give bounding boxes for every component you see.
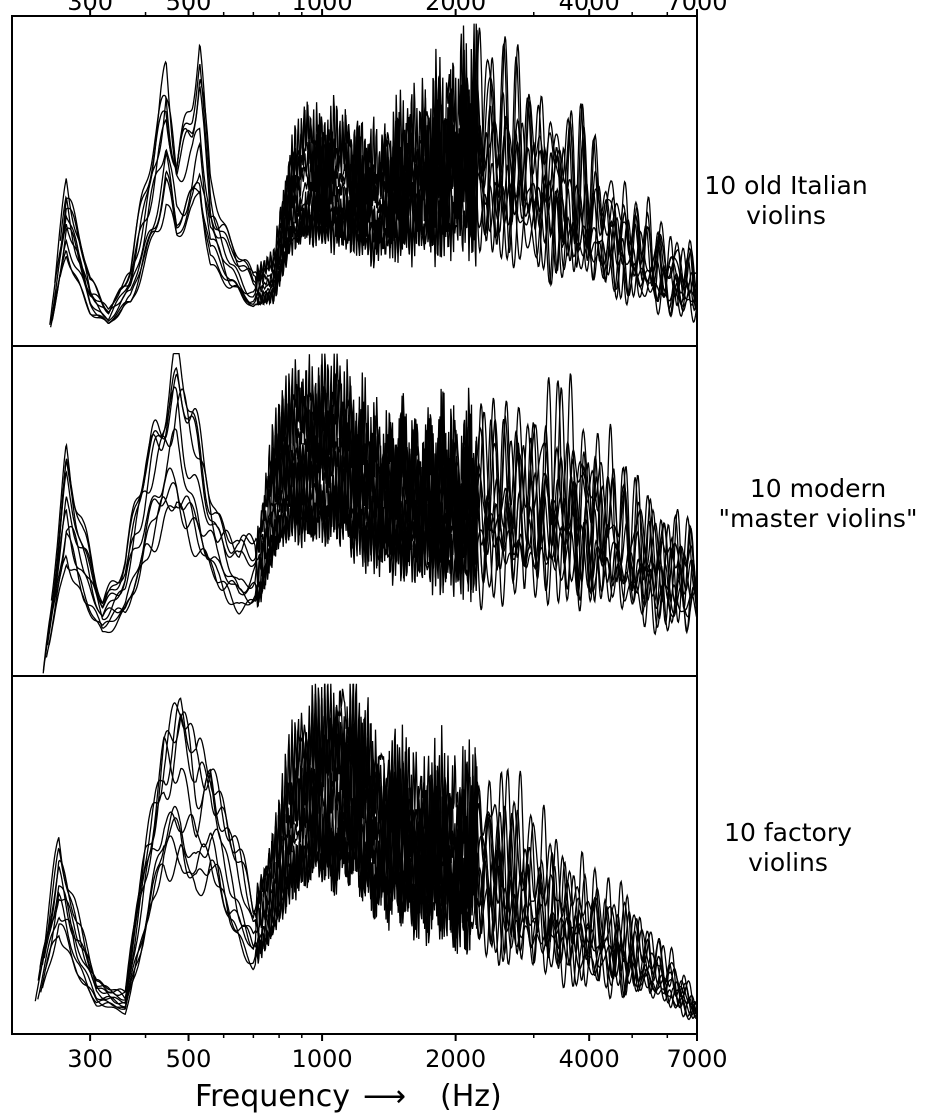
plot-frame: [11, 15, 698, 1035]
spectrum-curve: [46, 418, 698, 646]
spectra-panel: [42, 352, 698, 674]
x-axis-unit: (Hz): [440, 1079, 502, 1114]
bottom-axis: 300 500 1000 2000 4000 7000: [67, 1034, 728, 1073]
panel-label: 10 factory: [724, 818, 852, 847]
x-axis-arrow: ⟶: [363, 1079, 406, 1114]
x-axis-label: Frequency: [195, 1079, 350, 1114]
top-tick-label: 1000: [292, 0, 353, 16]
spectrum-curve: [54, 95, 698, 310]
bottom-tick-label: 1000: [292, 1045, 353, 1073]
top-tick-label: 500: [166, 0, 212, 16]
spectrum-curve: [44, 766, 698, 1018]
panel-label: "master violins": [719, 504, 918, 533]
top-tick-label: 7000: [666, 0, 727, 16]
bottom-tick-label: 2000: [425, 1045, 486, 1073]
panel-label: 10 old Italian: [704, 171, 867, 200]
spectrum-curve: [43, 812, 698, 1008]
panel-label: 10 modern: [750, 474, 886, 503]
spectrum-curve: [49, 67, 698, 328]
bottom-tick-label: 300: [67, 1045, 113, 1073]
bottom-tick-label: 7000: [666, 1045, 727, 1073]
bottom-tick-label: 500: [166, 1045, 212, 1073]
panel-label: violins: [748, 848, 828, 877]
spectra-panel: [34, 683, 698, 1021]
top-tick-label: 4000: [559, 0, 620, 16]
top-axis: 300 500 1000 2000 4000 7000: [67, 0, 728, 16]
panels: [34, 23, 698, 1021]
spectra-panel: [49, 23, 698, 328]
spectrum-curve: [49, 60, 698, 325]
spectrum-curve: [50, 386, 698, 626]
spectrum-curve: [41, 683, 698, 1021]
bottom-tick-label: 4000: [559, 1045, 620, 1073]
spectrum-curve: [41, 706, 698, 1017]
panel-label: violins: [746, 201, 826, 230]
top-tick-label: 2000: [425, 0, 486, 16]
chart-frame: [11, 15, 698, 1035]
top-tick-label: 300: [67, 0, 113, 16]
